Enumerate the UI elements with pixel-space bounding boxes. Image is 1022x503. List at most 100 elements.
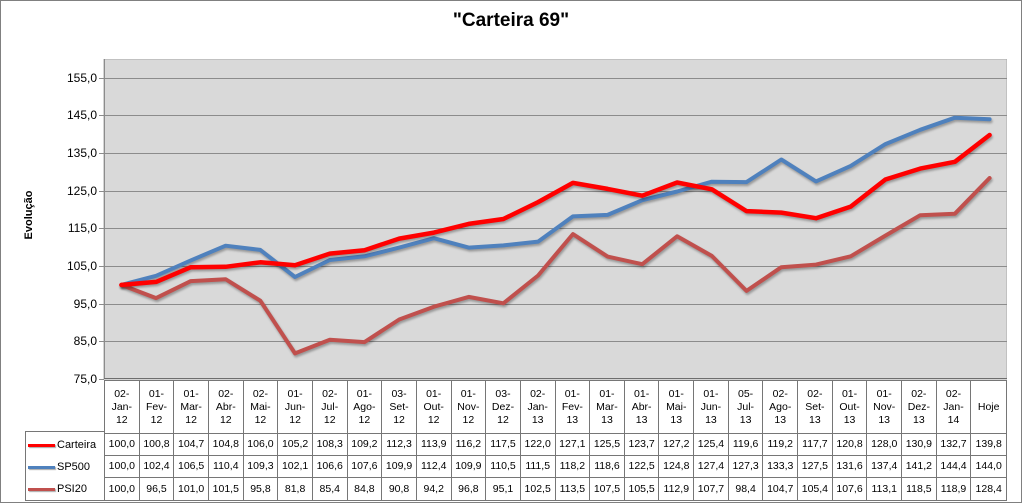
table-cell-psi20: 113,1: [867, 478, 903, 500]
legend-item-carteira: Carteira: [26, 434, 104, 456]
table-header-cell: 01- Out- 12: [416, 381, 452, 434]
table-cell-carteira: 112,3: [382, 434, 417, 456]
table-cell-sp500: 127,5: [798, 456, 833, 478]
table-cell-carteira: 132,7: [936, 434, 972, 456]
table-cell-carteira: 105,2: [278, 434, 313, 456]
y-tick-label: 105,0: [66, 259, 97, 274]
table-cell-sp500: 106,6: [312, 456, 348, 478]
legend-item-psi20: PSI20: [26, 478, 104, 500]
legend-keys: Carteira SP500 PSI20: [25, 431, 105, 501]
legend-label: SP500: [57, 461, 91, 473]
table-cell-sp500: 109,9: [382, 456, 417, 478]
table-cell-carteira: 123,7: [624, 434, 660, 456]
table-cell-sp500: 118,6: [590, 456, 625, 478]
table-cell-psi20: 100,0: [105, 478, 140, 500]
legend-item-sp500: SP500: [26, 456, 104, 478]
legend-key-sp500-icon: [28, 465, 55, 469]
table-cell-sp500: 144,4: [936, 456, 972, 478]
table-cell-sp500: 110,4: [208, 456, 244, 478]
table-cell-sp500: 102,4: [139, 456, 175, 478]
table-cell-psi20: 102,5: [521, 478, 556, 500]
table-cell-sp500: 124,8: [659, 456, 695, 478]
table-header-cell: 01- Fev- 12: [139, 381, 175, 434]
table-cell-sp500: 106,5: [174, 456, 209, 478]
table-header-cell: 02- Abr- 12: [208, 381, 244, 434]
series-line-sp500: [119, 115, 992, 287]
plot-area: [99, 59, 1007, 380]
table-cell-psi20: 84,8: [348, 478, 383, 500]
table-cell-psi20: 118,9: [937, 478, 972, 500]
table-cell-sp500: 127,4: [694, 456, 729, 478]
table-header-cell: 01- Ago- 12: [347, 381, 383, 434]
table-cell-psi20: 107,5: [590, 478, 625, 500]
table-header-cell: 01- Nov- 12: [451, 381, 487, 434]
table-cell-carteira: 125,4: [694, 434, 729, 456]
table-header-cell: 01- Jun- 13: [694, 381, 729, 434]
table-cell-sp500: 109,3: [243, 456, 279, 478]
table-header-cell: 02- Mai- 12: [243, 381, 279, 434]
table-cell-carteira: 139,8: [971, 434, 1006, 456]
table-cell-sp500: 127,3: [728, 456, 764, 478]
table-cell-carteira: 100,8: [139, 434, 175, 456]
table-header-cell: 01- Fev- 13: [555, 381, 591, 434]
table-cell-carteira: 113,9: [416, 434, 452, 456]
table-header-cell: 02- Jul- 12: [312, 381, 348, 434]
table-cell-psi20: 95,1: [486, 478, 521, 500]
table-cell-carteira: 117,5: [486, 434, 521, 456]
table-cell-psi20: 85,4: [313, 478, 348, 500]
table-cell-psi20: 112,9: [659, 478, 695, 500]
table-cell-carteira: 128,0: [867, 434, 903, 456]
table-cell-sp500: 144,0: [971, 456, 1006, 478]
table-header-cell: 02- Jan- 14: [936, 381, 972, 434]
table-cell-carteira: 108,3: [312, 434, 348, 456]
table-cell-carteira: 106,0: [243, 434, 279, 456]
y-tick-label: 135,0: [66, 146, 97, 161]
table-header-cell: 03- Dez- 12: [486, 381, 521, 434]
table-cell-carteira: 120,8: [832, 434, 868, 456]
table-cell-psi20: 113,5: [556, 478, 591, 500]
table-cell-psi20: 105,5: [625, 478, 660, 500]
table-cell-carteira: 127,2: [659, 434, 695, 456]
y-tick-label: 115,0: [67, 221, 97, 236]
y-tick-label: 145,0: [66, 108, 97, 123]
table-cell-psi20: 90,8: [382, 478, 417, 500]
table-header-cell: 01- Jun- 12: [278, 381, 313, 434]
series-line-carteira: [119, 132, 992, 288]
table-cell-sp500: 122,5: [624, 456, 660, 478]
table-cell-sp500: 107,6: [347, 456, 383, 478]
table-header-cell: 02- Dez- 13: [902, 381, 937, 434]
table-cell-psi20: 96,8: [452, 478, 487, 500]
table-cell-carteira: 119,2: [763, 434, 799, 456]
table-cell-carteira: 109,2: [347, 434, 383, 456]
table-cell-carteira: 122,0: [520, 434, 556, 456]
table-cell-sp500: 109,9: [451, 456, 487, 478]
table-cell-carteira: 116,2: [451, 434, 487, 456]
table-header-cell: 01- Nov- 13: [867, 381, 903, 434]
table-cell-psi20: 101,0: [174, 478, 209, 500]
table-cell-sp500: 141,2: [902, 456, 937, 478]
y-tick-label: 85,0: [73, 334, 97, 349]
y-tick-label: 155,0: [66, 70, 97, 85]
table-header-cell: 01- Mai- 13: [659, 381, 695, 434]
table-cell-psi20: 94,2: [417, 478, 452, 500]
table-header-cell: 02- Jan- 12: [105, 381, 140, 434]
table-cell-sp500: 112,4: [416, 456, 452, 478]
table-header-cell: 03- Set- 12: [382, 381, 417, 434]
table-cell-carteira: 104,8: [208, 434, 244, 456]
table-cell-psi20: 98,4: [729, 478, 764, 500]
legend-label: Carteira: [57, 439, 97, 451]
table-cell-carteira: 130,9: [902, 434, 937, 456]
table-cell-sp500: 131,6: [832, 456, 868, 478]
table-cell-psi20: 105,4: [798, 478, 833, 500]
table-cell-carteira: 117,7: [798, 434, 833, 456]
table-cell-sp500: 118,2: [555, 456, 591, 478]
y-axis-title: Evolução: [23, 190, 35, 240]
plot-background: [103, 59, 1007, 380]
legend-key-psi20-icon: [28, 487, 55, 491]
table-cell-sp500: 100,0: [105, 456, 140, 478]
table-header-cell: 05- Jul- 13: [728, 381, 764, 434]
table-header-cell: 02- Ago- 13: [763, 381, 799, 434]
table-header-cell: 02- Jan- 13: [520, 381, 556, 434]
table-cell-psi20: 107,7: [694, 478, 729, 500]
